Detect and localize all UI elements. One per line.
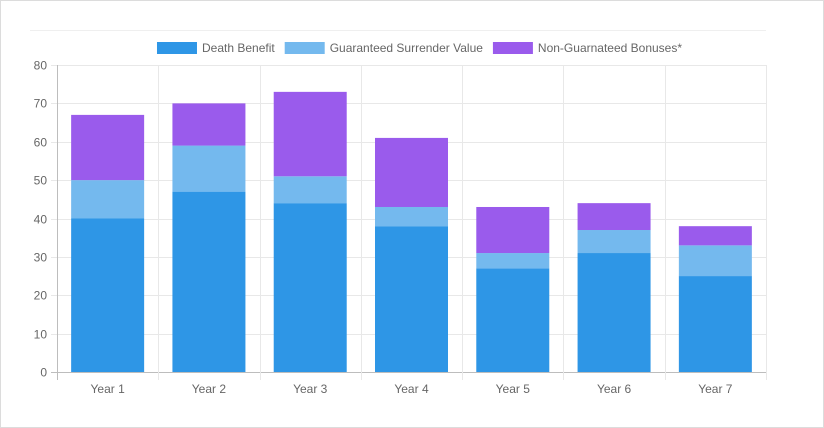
bar-death-benefit-6[interactable]	[577, 253, 651, 372]
x-tick-label: Year 3	[293, 382, 328, 396]
y-tick-label: 80	[34, 59, 48, 73]
legend-label: Non-Guarnateed Bonuses*	[538, 41, 682, 55]
x-tick-label: Year 2	[192, 382, 227, 396]
x-tick-label: Year 7	[698, 382, 733, 396]
x-tick-label: Year 5	[496, 382, 531, 396]
bars	[71, 91, 752, 373]
bar-death-benefit-4[interactable]	[375, 226, 448, 372]
legend-item-1[interactable]: Death Benefit	[156, 41, 275, 55]
bar-death-benefit-2[interactable]	[172, 191, 246, 372]
bar-death-benefit-5[interactable]	[476, 268, 550, 372]
bar-death-benefit-1[interactable]	[71, 218, 145, 373]
bar-guaranteed-surrender-value-7[interactable]	[678, 245, 752, 277]
y-tick-label: 40	[34, 213, 48, 227]
bar-guaranteed-surrender-value-4[interactable]	[375, 206, 448, 227]
bar-non-guarnateed-bonuses-4[interactable]	[375, 137, 448, 207]
top-divider	[30, 30, 766, 31]
legend-label: Death Benefit	[202, 41, 275, 55]
y-tick-label: 70	[34, 97, 48, 111]
bar-non-guarnateed-bonuses-5[interactable]	[476, 206, 550, 254]
bar-guaranteed-surrender-value-1[interactable]	[71, 180, 145, 219]
bar-death-benefit-7[interactable]	[678, 276, 752, 372]
x-tick-label: Year 6	[597, 382, 632, 396]
legend-swatch	[492, 42, 533, 54]
bar-non-guarnateed-bonuses-7[interactable]	[678, 226, 752, 246]
legend-swatch	[156, 42, 197, 54]
y-tick-label: 0	[40, 366, 47, 380]
bar-death-benefit-3[interactable]	[273, 203, 347, 372]
y-tick-label: 30	[34, 251, 48, 265]
y-tick-label: 50	[34, 174, 48, 188]
axes: 0 10 20 30 40 50 60 70 80 Year 1 Year 2 Year 3 Year …	[34, 59, 733, 397]
y-tick-label: 20	[34, 289, 48, 303]
x-tick-label: Year 4	[394, 382, 429, 396]
bar-guaranteed-surrender-value-6[interactable]	[577, 230, 651, 254]
y-tick-label: 10	[34, 328, 48, 342]
bar-guaranteed-surrender-value-3[interactable]	[273, 176, 347, 204]
legend-label: Guaranteed Surrender Value	[330, 41, 484, 55]
legend-swatch	[284, 42, 325, 54]
y-tick-label: 60	[34, 136, 48, 150]
legend: Death Benefit Guaranteed Surrender Value N…	[156, 41, 682, 55]
bar-non-guarnateed-bonuses-2[interactable]	[172, 103, 246, 146]
bar-guaranteed-surrender-value-5[interactable]	[476, 253, 550, 269]
bar-non-guarnateed-bonuses-1[interactable]	[71, 114, 145, 181]
legend-item-3[interactable]: Non-Guarnateed Bonuses*	[492, 41, 682, 55]
bar-non-guarnateed-bonuses-3[interactable]	[273, 91, 347, 177]
legend-item-2[interactable]: Guaranteed Surrender Value	[284, 41, 484, 55]
bar-non-guarnateed-bonuses-6[interactable]	[577, 203, 651, 231]
x-tick-label: Year 1	[91, 382, 126, 396]
bar-guaranteed-surrender-value-2[interactable]	[172, 145, 246, 192]
